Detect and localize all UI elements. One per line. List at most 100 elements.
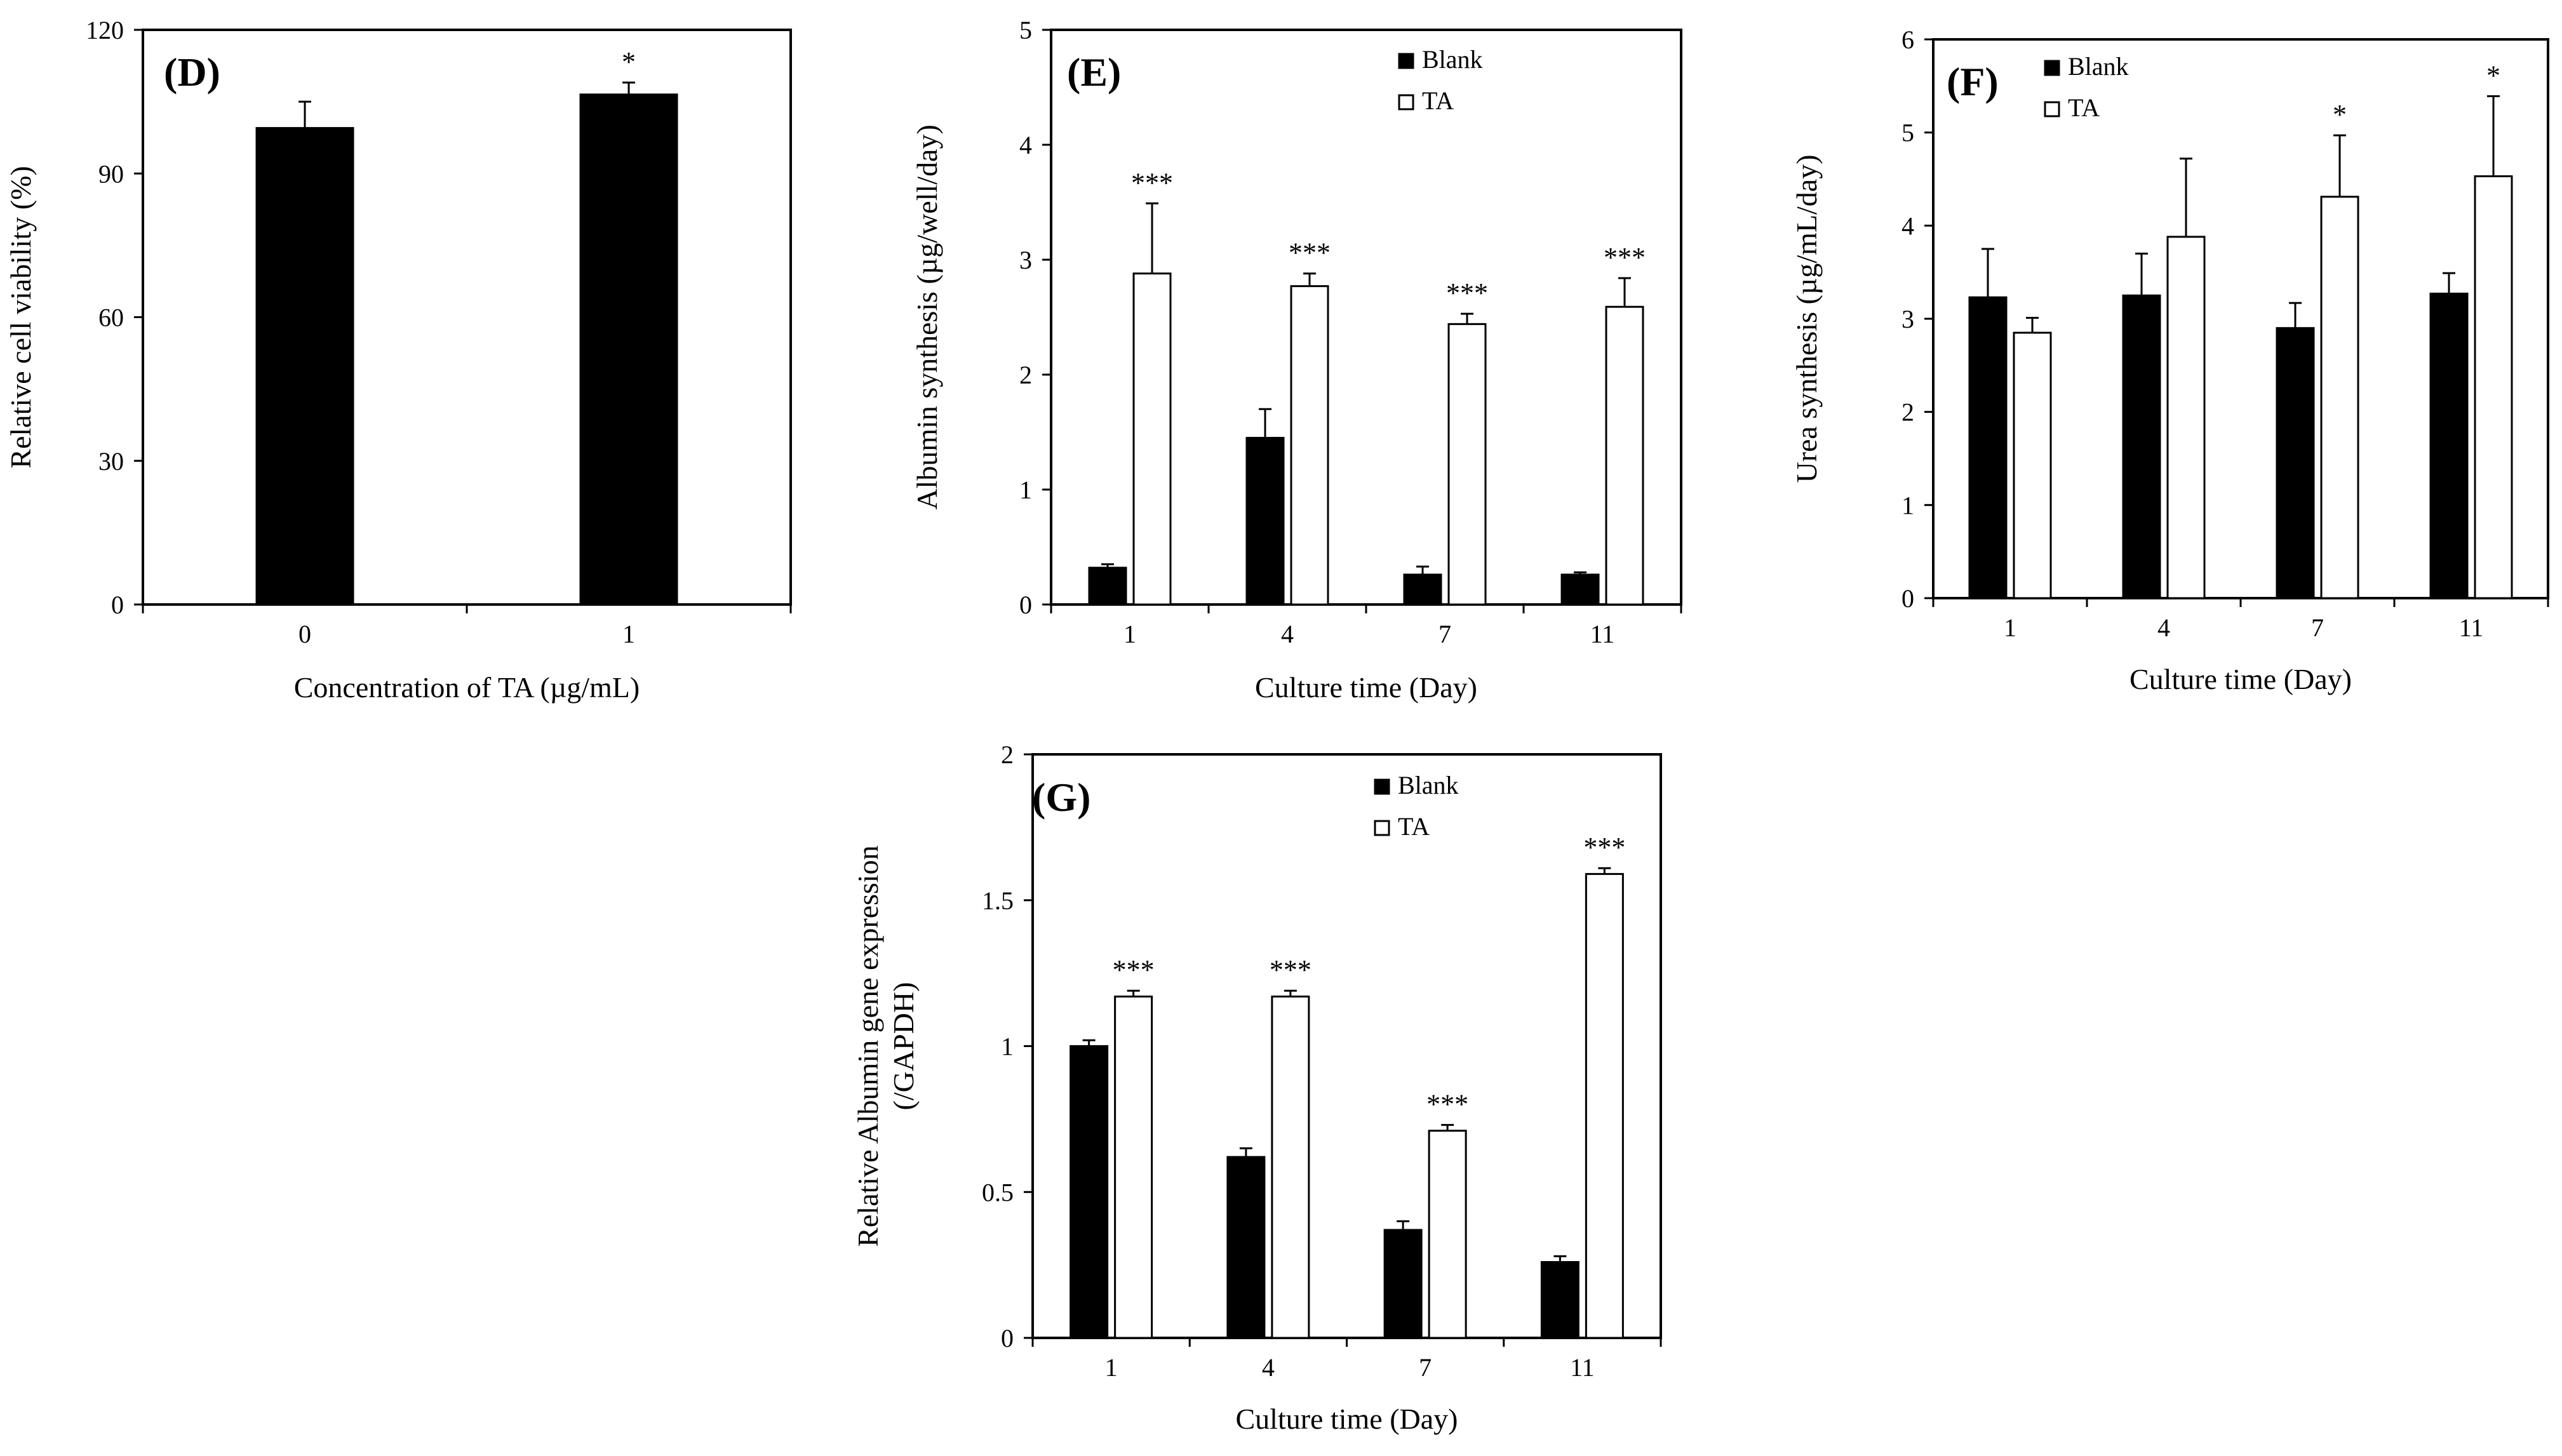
y-axis-title: (/GAPDH) [887,982,920,1111]
y-tick-label: 4 [1901,211,1914,240]
x-tick-label: 4 [1281,620,1294,648]
significance-label: *** [1604,242,1646,273]
y-tick-label: 60 [98,304,124,332]
y-axis-title: Relative Albumin gene expression [852,845,884,1246]
x-axis-title: Culture time (Day) [1255,671,1477,704]
bar-ta [1132,272,1172,606]
bar-ta [2320,196,2359,599]
bar-ta [1428,1130,1467,1339]
bar-ta [1114,995,1153,1339]
significance-label: *** [1289,237,1331,269]
y-tick-label: 1 [1001,1032,1014,1061]
x-tick-label: 0 [298,620,311,648]
x-tick-label: 1 [622,620,635,648]
bar-blank [1383,1229,1423,1339]
bar-ta [1585,872,1624,1339]
legend-swatch [2044,60,2060,76]
legend-label: TA [1398,812,1430,841]
y-tick-label: 3 [1019,246,1032,274]
y-tick-label: 120 [86,16,124,44]
legend-swatch [1374,820,1390,836]
x-tick-label: 7 [1419,1353,1432,1382]
bar-blank [1245,437,1285,606]
significance-label: *** [1270,954,1311,985]
x-tick-label: 1 [1105,1353,1118,1382]
chart-panel-1: 0 1 2 3 4 5 *** 1 *** 4 *** 7 *** 11 Culture time (Day… [911,16,1682,704]
x-tick-label: 4 [2157,613,2170,642]
panel-label: (D) [164,50,220,95]
significance-label: * [2486,60,2500,91]
y-tick-label: 0 [1001,1324,1014,1352]
y-tick-label: 6 [1901,25,1914,54]
legend-label: TA [2068,93,2100,122]
x-axis-title: Concentration of TA (µg/mL) [294,671,640,704]
y-tick-label: 4 [1019,131,1032,159]
x-tick-label: 11 [2459,613,2484,642]
chart-panel-3: 0 0.5 1 1.5 2 *** 1 *** 4 *** 7 *** 11 Culture time (… [852,740,1662,1435]
x-tick-label: 11 [1570,1353,1595,1382]
x-tick-label: 4 [1262,1353,1275,1382]
bar-blank [1403,573,1442,606]
bar-ta [1447,323,1487,606]
panel-label: (G) [1032,775,1090,820]
panel-label: (F) [1947,59,1999,104]
bar-ta [2474,175,2513,599]
y-tick-label: 90 [98,159,124,188]
x-tick-label: 1 [2004,613,2016,642]
y-tick-label: 2 [1901,398,1914,427]
x-tick-label: 1 [1123,620,1136,648]
bar-relative-cell-viability [255,127,354,606]
significance-label: *** [1131,167,1173,198]
y-tick-label: 5 [1901,119,1914,147]
x-axis-title: Culture time (Day) [1235,1403,1458,1435]
y-tick-label: 1 [1901,491,1914,519]
significance-label: *** [1426,1089,1468,1120]
bar-blank [1540,1261,1579,1339]
bar-blank [1560,573,1600,606]
panel-label: (E) [1067,50,1121,95]
bar-ta [1605,305,1644,606]
bar-blank [2429,292,2469,599]
x-axis-title: Culture time (Day) [2129,663,2352,695]
x-tick-label: 7 [1439,620,1451,648]
bar-relative-cell-viability [579,93,678,606]
significance-label: *** [1113,954,1155,985]
legend-label: Blank [1398,771,1459,799]
bar-ta [1271,995,1310,1339]
x-tick-label: 7 [2311,613,2324,642]
bar-blank [1226,1156,1266,1339]
bar-blank [1088,566,1127,606]
y-tick-label: 3 [1901,305,1914,333]
bar-ta [2166,236,2206,599]
bar-blank [1070,1045,1109,1339]
legend-label: Blank [1422,45,1483,74]
y-tick-label: 0 [111,591,124,619]
bar-ta [2013,331,2052,599]
legend-swatch [2044,101,2060,117]
y-tick-label: 0.5 [982,1178,1014,1206]
plot-frame [142,29,792,606]
y-tick-label: 30 [98,447,124,476]
significance-label: * [622,46,636,77]
legend-label: Blank [2068,52,2129,81]
significance-label: * [2333,99,2347,130]
y-tick-label: 5 [1019,16,1032,44]
significance-label: *** [1583,832,1625,863]
y-tick-label: 1 [1019,476,1032,504]
bar-blank [2276,327,2315,599]
legend-swatch [1398,94,1414,110]
y-tick-label: 2 [1001,740,1014,769]
y-axis-title: Relative cell viability (%) [4,166,37,468]
y-tick-label: 1.5 [982,886,1014,915]
bar-blank [1968,296,2008,599]
significance-label: *** [1446,277,1488,309]
y-tick-label: 0 [1901,584,1914,613]
legend-swatch [1374,778,1390,795]
bar-ta [1290,285,1329,606]
chart-panel-2: 0 1 2 3 4 5 6 1 4 * 7 * 11 Culture time (Day) Urea syn… [1790,25,2549,695]
y-axis-title: Urea synthesis (µg/mL/day) [1790,154,1823,483]
y-axis-title: Albumin synthesis (µg/well/day) [911,124,943,510]
y-tick-label: 2 [1019,361,1032,389]
legend-swatch [1398,53,1414,69]
